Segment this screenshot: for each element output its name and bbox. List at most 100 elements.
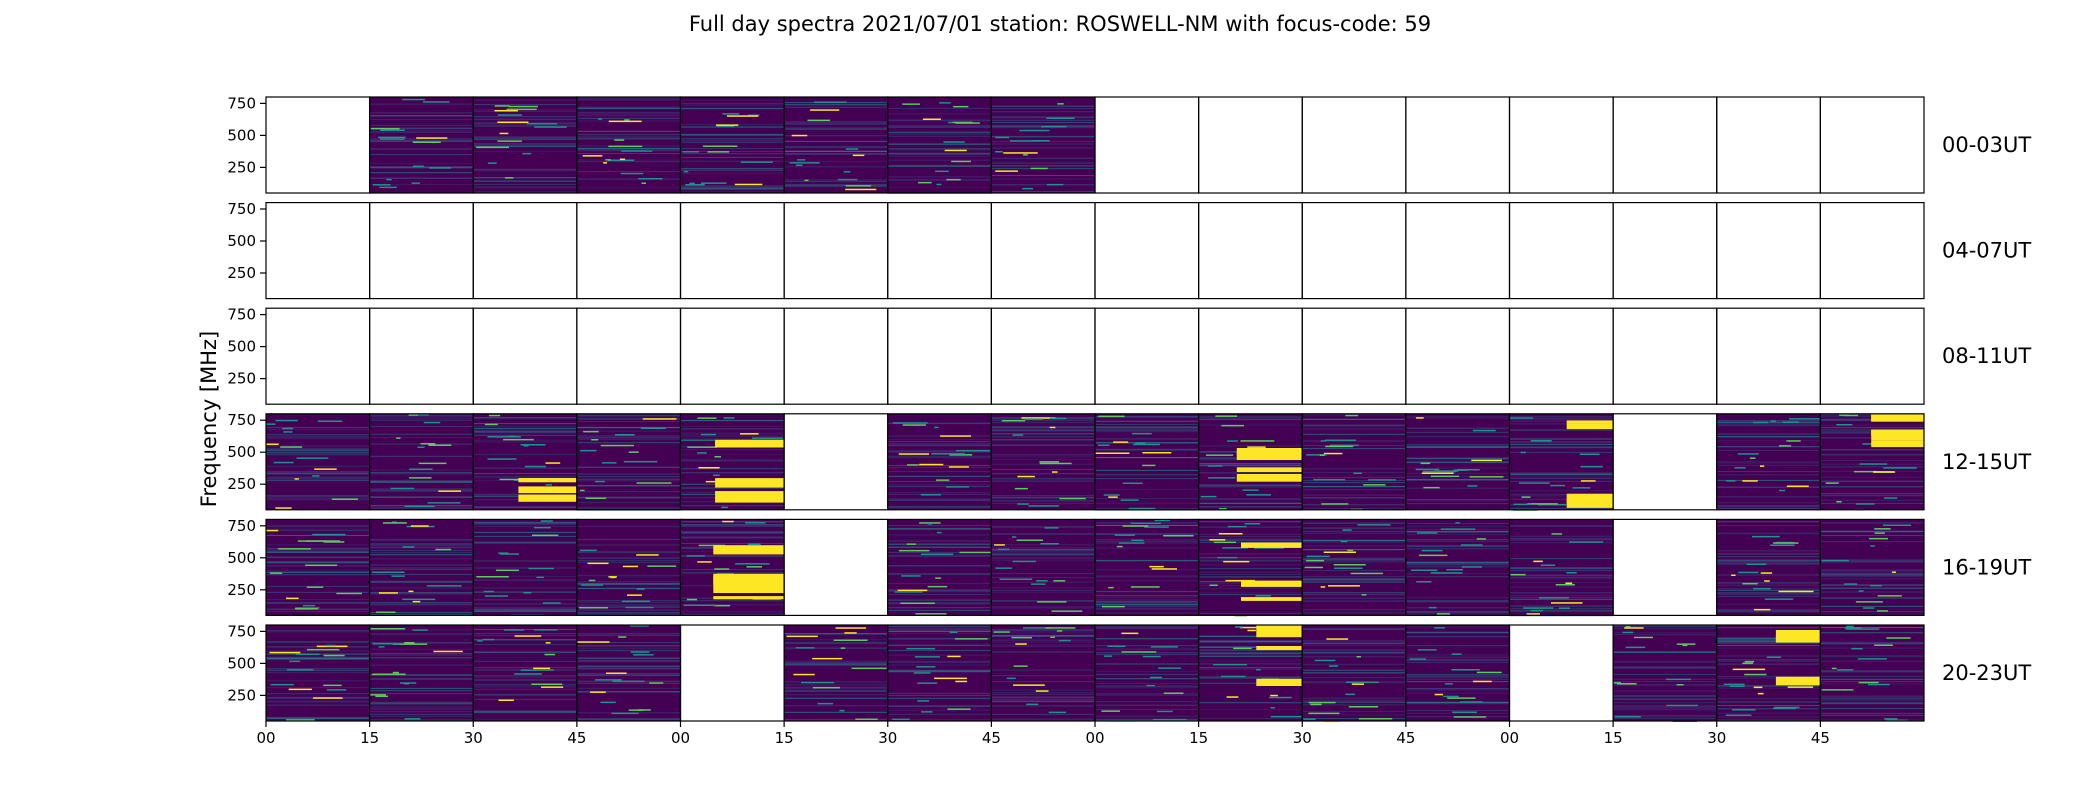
signal-speckle [1306, 559, 1324, 562]
signal-speckle [614, 434, 635, 436]
noise-line [784, 642, 888, 644]
noise-line [887, 176, 992, 178]
noise-line [680, 555, 785, 557]
signal-speckle [323, 541, 345, 543]
noise-line [784, 664, 888, 666]
y-tick-label: 750 [227, 622, 256, 640]
noise-line [991, 713, 1095, 715]
noise-line [266, 669, 370, 671]
signal-speckle [630, 625, 649, 627]
noise-line [680, 435, 785, 437]
signal-speckle [1122, 525, 1149, 527]
noise-line [369, 496, 474, 498]
signal-speckle [283, 431, 293, 433]
noise-line [369, 419, 474, 421]
panel-frame [679, 624, 785, 722]
noise-line [1302, 549, 1406, 551]
signal-speckle [1858, 590, 1864, 592]
noise-line [473, 136, 577, 138]
noise-line [576, 138, 681, 140]
signal-speckle [325, 644, 336, 647]
signal-speckle [1434, 627, 1445, 629]
spectra-panel [1612, 518, 1718, 617]
noise-line [680, 434, 785, 436]
panel-frame [472, 307, 578, 405]
signal-speckle [1150, 676, 1162, 679]
noise-line [576, 660, 681, 662]
spectra-panel [265, 96, 371, 194]
noise-line [680, 191, 785, 193]
noise-line [784, 146, 888, 148]
noise-line [680, 428, 785, 430]
panel-background [887, 97, 992, 193]
signal-speckle [378, 646, 385, 648]
noise-line [473, 531, 577, 533]
panel-frame [783, 202, 889, 300]
noise-line [991, 573, 1095, 574]
noise-line [680, 613, 785, 615]
panel-background [369, 413, 474, 510]
noise-line [1820, 575, 1924, 577]
panel-background [576, 519, 681, 616]
signal-speckle [1247, 629, 1256, 632]
noise-line [369, 172, 474, 174]
spectra-panel [1716, 413, 1824, 511]
signal-speckle [614, 139, 625, 141]
signal-speckle [1046, 183, 1064, 186]
noise-line [1198, 526, 1303, 528]
spectra-panel [679, 307, 785, 405]
x-tick-label: 15 [1604, 729, 1623, 747]
x-tick-label: 00 [671, 729, 690, 747]
noise-line [1613, 666, 1717, 668]
panel-frame [1716, 307, 1821, 405]
noise-line [473, 610, 577, 612]
noise-line [887, 534, 992, 536]
noise-line [369, 547, 474, 549]
noise-line [369, 481, 474, 483]
noise-line [576, 525, 681, 527]
noise-line [1716, 464, 1821, 466]
noise-line [1198, 641, 1303, 642]
spectra-panel [1508, 307, 1614, 405]
noise-line [1095, 647, 1199, 649]
noise-line [1716, 471, 1821, 472]
noise-line [369, 119, 474, 121]
signal-speckle [745, 522, 766, 524]
panel-frame [679, 307, 785, 405]
signal-speckle [1207, 477, 1236, 479]
noise-line [1405, 689, 1510, 691]
noise-line [784, 664, 888, 666]
panel-frame [1819, 307, 1925, 405]
noise-line [680, 104, 785, 106]
noise-line [369, 496, 474, 498]
noise-line [887, 609, 992, 611]
signal-speckle [582, 155, 603, 157]
noise-line [784, 121, 888, 123]
noise-line [1302, 540, 1406, 542]
signal-speckle [642, 418, 677, 420]
noise-line [991, 636, 1095, 637]
signal-speckle [1041, 125, 1067, 128]
spectra-panel [1612, 624, 1718, 722]
signal-speckle [269, 651, 301, 654]
noise-line [1302, 652, 1406, 654]
signal-speckle [1209, 539, 1226, 541]
signal-speckle [1270, 707, 1275, 709]
signal-speckle [1350, 572, 1383, 575]
signal-speckle [1142, 452, 1172, 454]
noise-line [784, 150, 888, 152]
spectra-panel [265, 624, 371, 722]
signal-speckle [377, 136, 406, 139]
noise-line [1716, 505, 1821, 507]
signal-speckle [379, 186, 397, 189]
noise-line [1095, 423, 1199, 425]
noise-line [1613, 632, 1717, 634]
y-tick-label: 500 [227, 338, 256, 356]
signal-speckle [1108, 586, 1114, 589]
noise-line [576, 171, 681, 172]
signal-speckle [892, 422, 928, 424]
noise-line [473, 644, 577, 645]
noise-line [1405, 503, 1510, 505]
signal-speckle [843, 171, 851, 173]
